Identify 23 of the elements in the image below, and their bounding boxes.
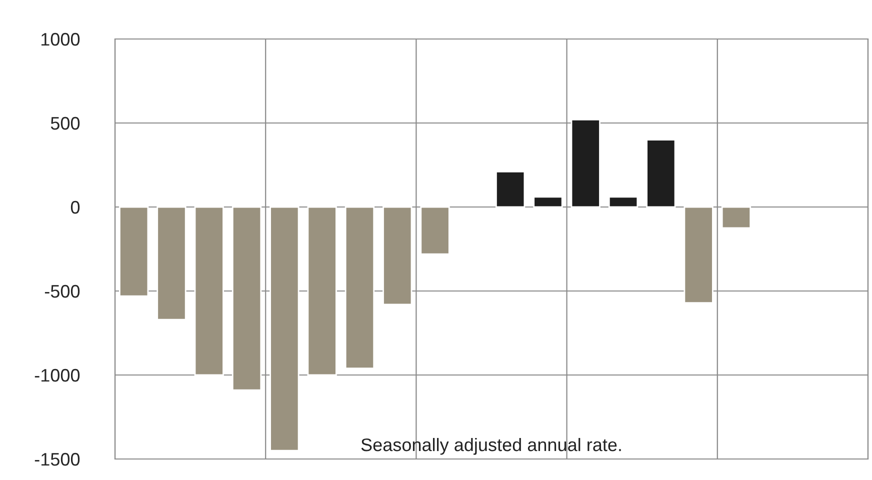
y-tick-label: -1500 (34, 452, 80, 466)
y-tick-label: 1000 (41, 32, 80, 46)
bar (119, 206, 149, 297)
bar (194, 206, 224, 376)
bar (570, 118, 600, 208)
y-tick-label: 500 (50, 116, 80, 130)
bar (344, 206, 375, 369)
bar (608, 196, 638, 208)
bar (420, 206, 450, 255)
bar (270, 206, 300, 452)
bar (496, 171, 526, 208)
y-tick-label: -500 (44, 284, 80, 298)
bar (232, 206, 262, 391)
bar (646, 139, 676, 208)
y-tick-label: -1000 (34, 368, 80, 382)
annotation: Seasonally adjusted annual rate. (361, 438, 621, 455)
bar (382, 206, 412, 306)
bar (684, 206, 714, 304)
y-tick-label: 0 (70, 200, 80, 214)
bar (156, 206, 186, 320)
bar (721, 206, 752, 229)
bar (533, 196, 563, 208)
bar (307, 206, 337, 376)
